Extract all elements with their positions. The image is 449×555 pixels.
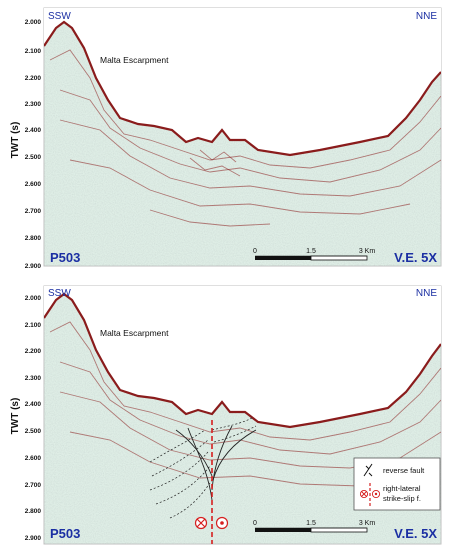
y-tick-label: 2.900 xyxy=(25,535,42,542)
motion-away-icon xyxy=(194,516,208,530)
y-tick-label: 2.800 xyxy=(25,235,42,242)
y-tick-label: 2.200 xyxy=(25,348,42,355)
y-tick-labels: 2.000 2.100 2.200 2.300 2.400 2.500 2.60… xyxy=(25,295,42,542)
seismic-section-top: TWT (s) 2.000 2.100 2.200 2.300 2.400 2.… xyxy=(10,7,442,270)
y-tick-label: 2.300 xyxy=(25,101,42,108)
scale-label-end: 3 Km xyxy=(359,248,376,255)
feature-label: Malta Escarpment xyxy=(100,328,169,338)
y-tick-label: 2.600 xyxy=(25,181,42,188)
y-tick-label: 2.500 xyxy=(25,154,42,161)
seismic-section-bottom: reverse fault right-lateral strike-slip … xyxy=(10,285,442,545)
scale-label-mid: 1.5 xyxy=(306,248,316,255)
reverse-fault-lines xyxy=(175,425,257,501)
motion-toward-icon xyxy=(215,516,229,530)
orientation-left: SSW xyxy=(48,11,71,22)
legend xyxy=(353,457,441,511)
sub-bottom-reflectors xyxy=(49,49,441,227)
strike-slip-legend-icon xyxy=(359,483,381,506)
scale-label-start: 0 xyxy=(253,520,257,527)
y-tick-label: 2.100 xyxy=(25,48,42,55)
y-tick-label: 2.000 xyxy=(25,19,42,26)
y-tick-label: 2.700 xyxy=(25,482,42,489)
vertical-exaggeration: V.E. 5X xyxy=(394,250,437,265)
y-tick-label: 2.500 xyxy=(25,428,42,435)
seismic-panel-bottom: reverse fault right-lateral strike-slip … xyxy=(0,280,449,550)
y-tick-label: 2.900 xyxy=(25,263,42,270)
scale-bar xyxy=(255,255,368,261)
y-tick-label: 2.300 xyxy=(25,375,42,382)
water-column xyxy=(44,286,441,427)
orientation-right: NNE xyxy=(416,11,437,22)
vertical-exaggeration: V.E. 5X xyxy=(394,526,437,541)
reverse-fault-legend-icon xyxy=(363,463,373,477)
y-tick-label: 2.200 xyxy=(25,75,42,82)
y-tick-label: 2.600 xyxy=(25,455,42,462)
profile-id: P503 xyxy=(50,250,80,265)
profile-id: P503 xyxy=(50,526,80,541)
y-tick-label: 2.100 xyxy=(25,322,42,329)
scale-label-end: 3 Km xyxy=(359,520,376,527)
seismic-panel-top: TWT (s) 2.000 2.100 2.200 2.300 2.400 2.… xyxy=(0,0,449,272)
scale-label-mid: 1.5 xyxy=(306,520,316,527)
y-tick-label: 2.400 xyxy=(25,401,42,408)
y-tick-label: 2.700 xyxy=(25,208,42,215)
y-tick-label: 2.000 xyxy=(25,295,42,302)
seafloor-reflector xyxy=(44,292,441,429)
scale-label-start: 0 xyxy=(253,248,257,255)
legend-strike-slip-line2: strike-slip f. xyxy=(383,494,421,503)
water-column xyxy=(44,8,441,155)
legend-reverse-fault-label: reverse fault xyxy=(383,466,425,475)
orientation-left: SSW xyxy=(48,288,71,299)
orientation-right: NNE xyxy=(416,288,437,299)
feature-label: Malta Escarpment xyxy=(100,55,169,65)
y-tick-labels: 2.000 2.100 2.200 2.300 2.400 2.500 2.60… xyxy=(25,19,42,270)
seafloor-reflector xyxy=(44,20,441,157)
scale-bar xyxy=(255,527,368,533)
legend-strike-slip-line1: right-lateral xyxy=(383,484,421,493)
y-axis-label: TWT (s) xyxy=(10,398,21,435)
y-tick-label: 2.400 xyxy=(25,127,42,134)
y-tick-label: 2.800 xyxy=(25,508,42,515)
y-axis-label: TWT (s) xyxy=(10,122,21,159)
